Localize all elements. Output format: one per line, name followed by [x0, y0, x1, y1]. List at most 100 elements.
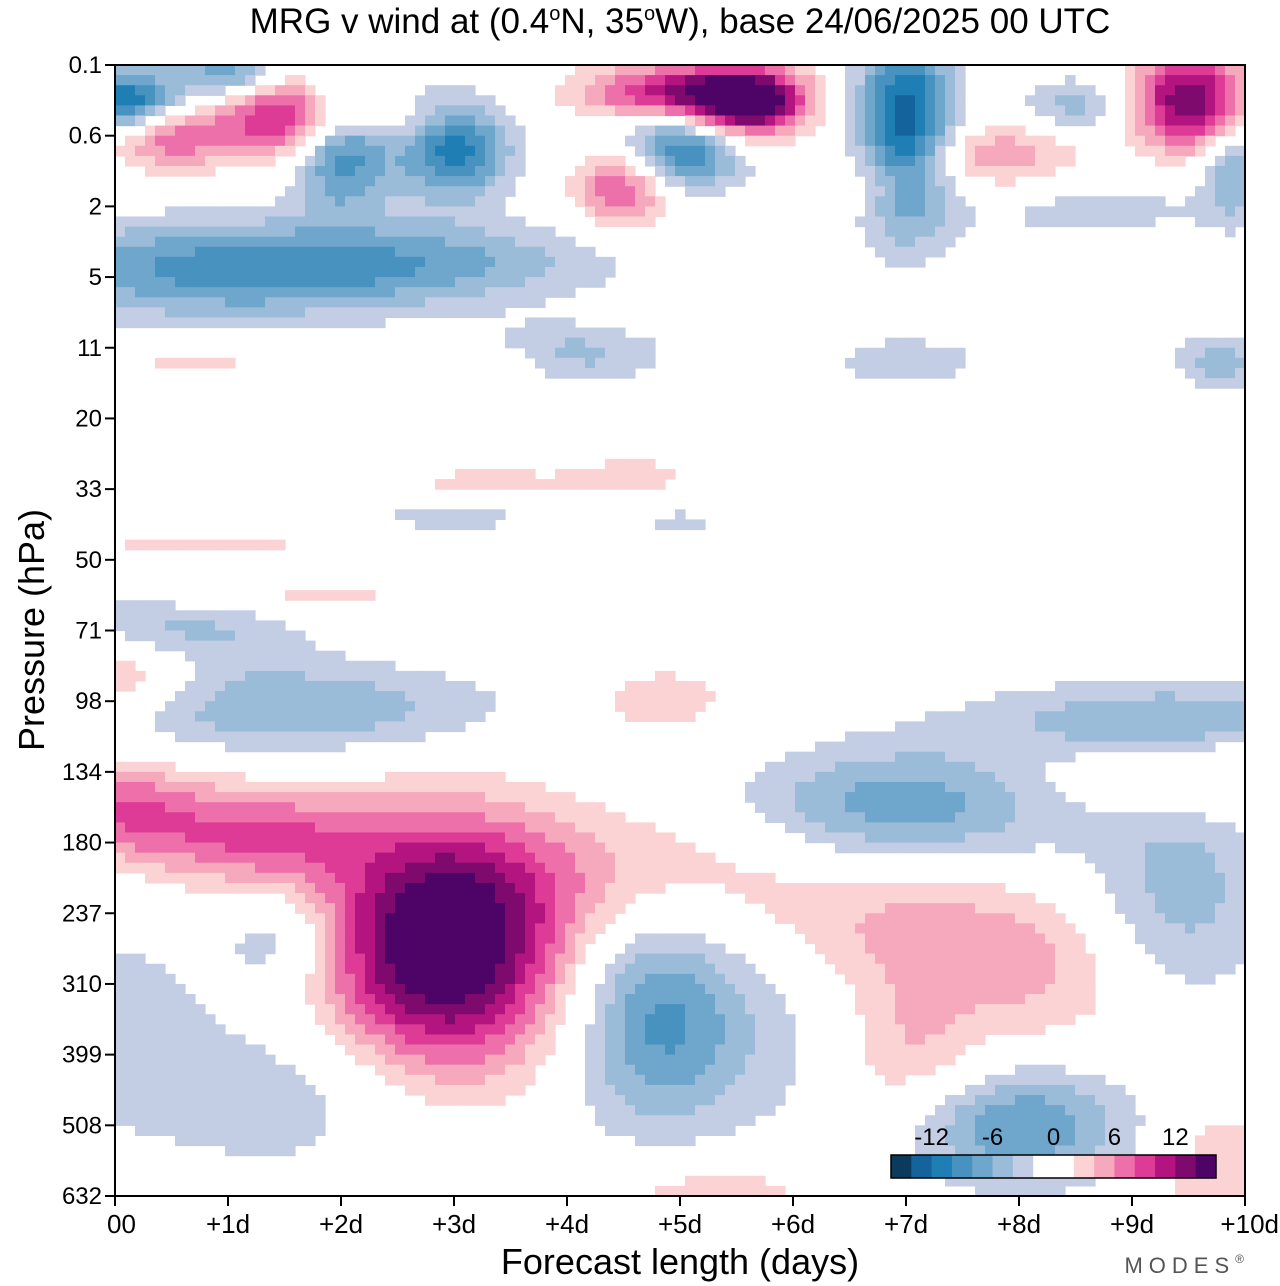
heatmap-cell — [575, 176, 586, 187]
heatmap-cell — [685, 1024, 696, 1036]
heatmap-cell — [165, 842, 176, 854]
heatmap-cell — [115, 1054, 126, 1066]
heatmap-cell — [315, 256, 326, 268]
heatmap-cell — [495, 832, 506, 844]
heatmap-cell — [545, 832, 556, 844]
heatmap-cell — [685, 105, 696, 117]
heatmap-cell — [555, 842, 566, 854]
heatmap-cell — [295, 317, 306, 329]
heatmap-cell — [515, 287, 526, 298]
heatmap-cell — [425, 943, 436, 955]
heatmap-cell — [495, 933, 506, 945]
heatmap-cell — [1025, 994, 1036, 1005]
heatmap-cell — [955, 822, 966, 834]
heatmap-cell — [755, 994, 766, 1005]
heatmap-cell — [385, 1074, 396, 1086]
heatmap-cell — [675, 983, 686, 995]
heatmap-cell — [745, 1034, 756, 1046]
heatmap-cell — [595, 1095, 606, 1106]
heatmap-cell — [715, 973, 726, 985]
heatmap-cell — [505, 781, 516, 793]
heatmap-cell — [615, 812, 626, 823]
heatmap-cell — [265, 1115, 276, 1126]
heatmap-cell — [1075, 1115, 1086, 1126]
heatmap-cell — [175, 216, 186, 228]
heatmap-cell — [375, 711, 386, 722]
heatmap-cell — [475, 792, 486, 803]
heatmap-cell — [845, 822, 856, 834]
heatmap-cell — [1035, 983, 1046, 995]
heatmap-cell — [535, 832, 546, 844]
heatmap-cell — [245, 236, 256, 248]
heatmap-cell — [265, 115, 276, 127]
heatmap-cell — [935, 85, 946, 96]
heatmap-cell — [285, 277, 296, 288]
heatmap-cell — [385, 872, 396, 884]
heatmap-cell — [345, 994, 356, 1005]
heatmap-cell — [405, 1074, 416, 1086]
heatmap-cell — [285, 266, 296, 278]
heatmap-cell — [375, 812, 386, 823]
heatmap-cell — [395, 771, 406, 783]
heatmap-cell — [125, 115, 136, 127]
heatmap-cell — [815, 923, 826, 935]
heatmap-cell — [375, 287, 386, 298]
heatmap-cell — [465, 85, 476, 96]
heatmap-cell — [305, 155, 316, 167]
heatmap-cell — [645, 691, 656, 702]
heatmap-cell — [635, 216, 646, 228]
heatmap-cell — [455, 781, 466, 793]
heatmap-cell — [755, 1175, 766, 1187]
heatmap-cell — [185, 145, 196, 157]
heatmap-cell — [915, 751, 926, 763]
heatmap-cell — [365, 893, 376, 904]
heatmap-cell — [675, 1064, 686, 1076]
heatmap-cell — [455, 468, 466, 480]
heatmap-cell — [305, 812, 316, 823]
heatmap-cell — [545, 327, 556, 339]
heatmap-cell — [275, 650, 286, 662]
heatmap-cell — [385, 307, 396, 319]
heatmap-cell — [355, 176, 366, 187]
heatmap-cell — [685, 1074, 696, 1086]
heatmap-cell — [1025, 903, 1036, 914]
heatmap-cell — [995, 933, 1006, 945]
heatmap-cell — [875, 761, 886, 773]
heatmap-cell — [205, 1135, 216, 1147]
heatmap-cell — [1025, 812, 1036, 823]
heatmap-cell — [1035, 95, 1046, 106]
heatmap-cell — [115, 953, 126, 965]
heatmap-cell — [895, 812, 906, 823]
heatmap-cell — [175, 65, 186, 76]
heatmap-cell — [475, 509, 486, 521]
heatmap-cell — [665, 125, 676, 137]
heatmap-cell — [1005, 1125, 1016, 1137]
heatmap-cell — [505, 266, 516, 278]
heatmap-cell — [535, 236, 546, 248]
heatmap-cell — [475, 822, 486, 834]
heatmap-cell — [435, 1034, 446, 1046]
heatmap-cell — [695, 1125, 706, 1137]
heatmap-cell — [265, 1125, 276, 1137]
heatmap-cell — [125, 1004, 136, 1015]
heatmap-cell — [825, 761, 836, 773]
heatmap-cell — [715, 75, 726, 86]
heatmap-cell — [425, 226, 436, 238]
heatmap-cell — [405, 832, 416, 844]
heatmap-cell — [465, 893, 476, 904]
heatmap-cell — [245, 145, 256, 157]
heatmap-cell — [345, 721, 356, 733]
heatmap-cell — [145, 125, 156, 137]
heatmap-cell — [255, 630, 266, 642]
heatmap-cell — [205, 115, 216, 127]
heatmap-cell — [975, 1084, 986, 1096]
heatmap-cell — [335, 1004, 346, 1015]
heatmap-cell — [605, 893, 616, 904]
heatmap-cell — [605, 357, 616, 369]
heatmap-cell — [185, 65, 196, 76]
heatmap-cell — [775, 771, 786, 783]
heatmap-cell — [865, 65, 876, 76]
heatmap-cell — [925, 751, 936, 763]
heatmap-cell — [935, 1105, 946, 1116]
heatmap-cell — [525, 842, 536, 854]
